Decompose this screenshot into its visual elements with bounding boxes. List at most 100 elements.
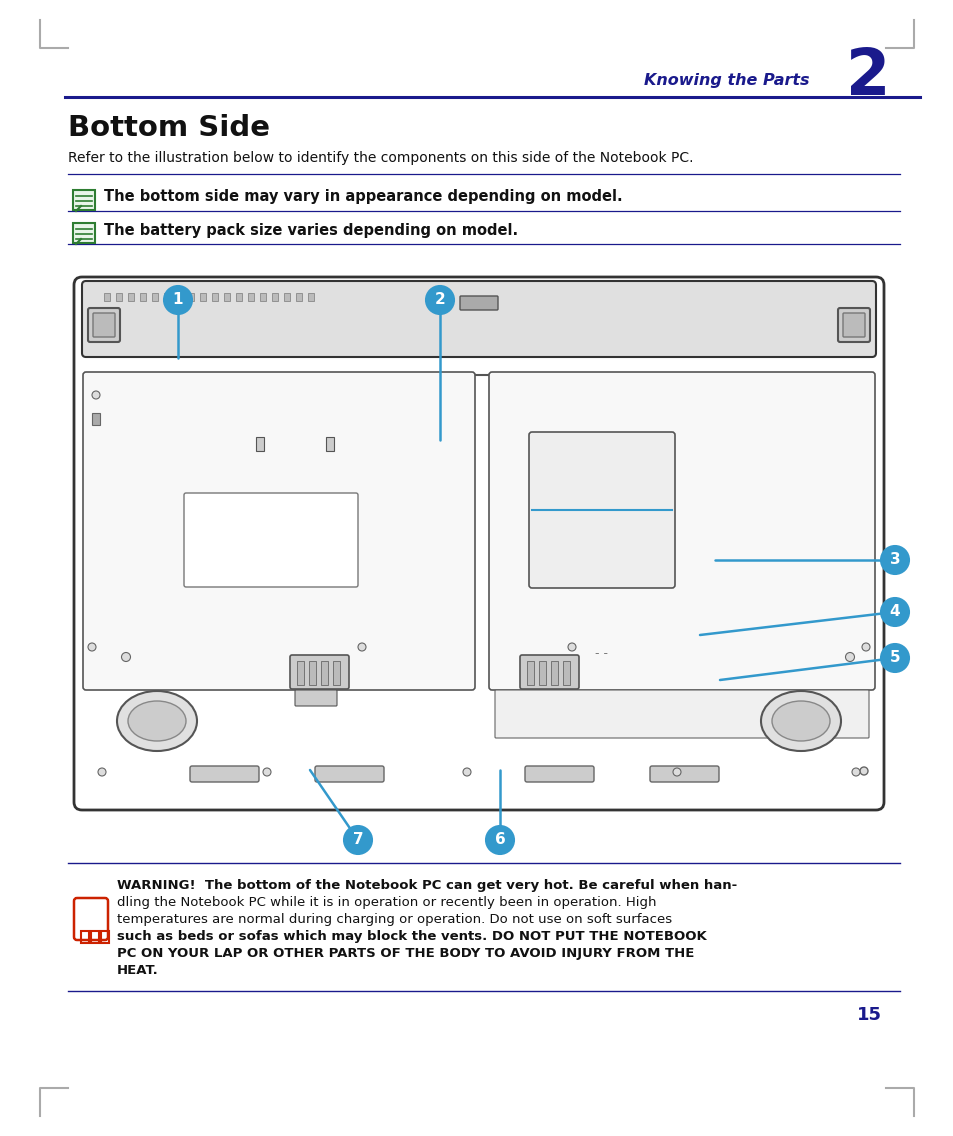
FancyBboxPatch shape [529, 432, 675, 588]
Text: - -: - - [595, 648, 608, 660]
FancyBboxPatch shape [74, 277, 883, 810]
FancyBboxPatch shape [649, 766, 719, 782]
Bar [101, 932, 109, 943]
Circle shape [859, 767, 867, 775]
Bar [128, 293, 133, 301]
Bar [255, 437, 264, 451]
Circle shape [880, 598, 908, 626]
Text: temperatures are normal during charging or operation. Do not use on soft surface: temperatures are normal during charging … [117, 913, 672, 926]
Bar [73, 190, 95, 210]
Bar [562, 661, 569, 685]
Text: 5: 5 [889, 651, 900, 666]
Bar [73, 223, 95, 243]
Bar [91, 932, 99, 943]
Text: PC ON YOUR LAP OR OTHER PARTS OF THE BODY TO AVOID INJURY FROM THE: PC ON YOUR LAP OR OTHER PARTS OF THE BOD… [117, 947, 694, 960]
FancyBboxPatch shape [184, 493, 357, 587]
Circle shape [263, 768, 271, 776]
Bar [538, 661, 545, 685]
Text: WARNING!  The bottom of the Notebook PC can get very hot. Be careful when han-: WARNING! The bottom of the Notebook PC c… [117, 879, 737, 892]
Text: such as beds or sofas which may block the vents. DO NOT PUT THE NOTEBOOK: such as beds or sofas which may block th… [117, 930, 706, 943]
Text: The battery pack size varies depending on model.: The battery pack size varies depending o… [104, 223, 517, 237]
Text: 3: 3 [889, 552, 900, 568]
Bar [272, 293, 277, 301]
Circle shape [838, 312, 848, 321]
Circle shape [880, 644, 908, 673]
Circle shape [485, 826, 514, 854]
Text: 15: 15 [856, 1006, 882, 1024]
Bar [296, 661, 304, 685]
Circle shape [426, 286, 454, 314]
FancyBboxPatch shape [519, 655, 578, 690]
FancyBboxPatch shape [314, 766, 384, 782]
Circle shape [121, 652, 131, 661]
Bar [188, 293, 193, 301]
FancyBboxPatch shape [837, 308, 869, 342]
Ellipse shape [760, 691, 841, 751]
FancyBboxPatch shape [459, 296, 497, 310]
Circle shape [672, 768, 680, 776]
Text: 4: 4 [889, 604, 900, 619]
Bar [224, 293, 230, 301]
Circle shape [844, 652, 854, 661]
Circle shape [98, 768, 106, 776]
FancyBboxPatch shape [294, 690, 336, 705]
Circle shape [462, 768, 471, 776]
Text: 7: 7 [353, 833, 363, 847]
Text: dling the Notebook PC while it is in operation or recently been in operation. Hi: dling the Notebook PC while it is in ope… [117, 896, 656, 909]
FancyBboxPatch shape [495, 690, 868, 738]
Ellipse shape [117, 691, 196, 751]
Ellipse shape [128, 701, 186, 741]
Text: Knowing the Parts: Knowing the Parts [644, 73, 809, 87]
Bar [116, 293, 122, 301]
Text: 6: 6 [494, 833, 505, 847]
Bar [248, 293, 253, 301]
Circle shape [880, 546, 908, 574]
Bar [526, 661, 534, 685]
FancyBboxPatch shape [190, 766, 258, 782]
FancyBboxPatch shape [524, 766, 594, 782]
Bar [333, 661, 339, 685]
Text: The bottom side may vary in appearance depending on model.: The bottom side may vary in appearance d… [104, 190, 622, 204]
Circle shape [357, 643, 366, 651]
Bar [175, 293, 182, 301]
FancyBboxPatch shape [83, 371, 475, 690]
FancyBboxPatch shape [82, 281, 875, 357]
Bar [140, 293, 146, 301]
Bar [104, 293, 110, 301]
FancyBboxPatch shape [489, 371, 874, 690]
Text: 1: 1 [172, 292, 183, 308]
Circle shape [91, 391, 100, 399]
Text: HEAT.: HEAT. [117, 964, 158, 977]
Circle shape [344, 826, 372, 854]
Bar [260, 293, 266, 301]
Text: 2: 2 [435, 292, 445, 308]
Bar [91, 414, 100, 425]
Text: a·o·a: a·o·a [310, 700, 327, 705]
Circle shape [88, 643, 96, 651]
Bar [164, 293, 170, 301]
FancyBboxPatch shape [92, 314, 115, 337]
Bar [551, 661, 558, 685]
Circle shape [851, 768, 859, 776]
Bar [320, 661, 328, 685]
Bar [235, 293, 242, 301]
FancyBboxPatch shape [290, 655, 349, 690]
Circle shape [862, 643, 869, 651]
Bar [284, 293, 290, 301]
Text: Refer to the illustration below to identify the components on this side of the N: Refer to the illustration below to ident… [68, 151, 693, 165]
Ellipse shape [771, 701, 829, 741]
Text: Bottom Side: Bottom Side [68, 114, 270, 142]
Circle shape [567, 643, 576, 651]
FancyBboxPatch shape [88, 308, 120, 342]
Circle shape [109, 312, 119, 321]
Bar [81, 932, 89, 943]
Bar [295, 293, 302, 301]
Bar [308, 293, 314, 301]
Circle shape [164, 286, 192, 314]
Bar [326, 437, 334, 451]
Bar [152, 293, 158, 301]
Bar [200, 293, 206, 301]
FancyBboxPatch shape [842, 314, 864, 337]
Text: a·o·a: a·o·a [539, 700, 558, 705]
Bar [212, 293, 218, 301]
